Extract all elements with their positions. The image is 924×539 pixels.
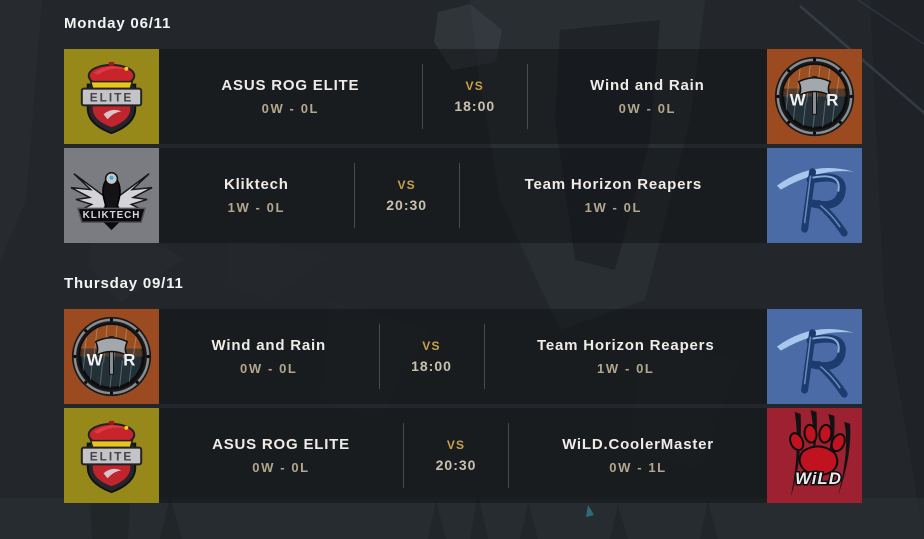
day-title: Thursday 09/11	[64, 275, 184, 292]
divider	[421, 64, 423, 129]
team-record: 1W - 0L	[584, 200, 643, 215]
team-record: 0W - 0L	[618, 101, 677, 116]
team-name: ASUS ROG ELITE	[221, 77, 360, 94]
match-row[interactable]: ASUS ROG ELITE 0W - 0L VS 20:30 WiLD.Coo…	[64, 408, 862, 503]
team-logo-asus-rog-elite[interactable]	[64, 408, 159, 503]
left-team: Kliktech 1W - 0L	[159, 148, 354, 243]
day-title: Monday 06/11	[64, 15, 172, 32]
schedule-day-section-thursday: Thursday 09/11 Wind and Rain 0W - 0L VS …	[64, 275, 924, 503]
team-name: Team Horizon Reapers	[524, 176, 703, 193]
divider	[526, 64, 528, 129]
match-time: 18:00	[454, 98, 496, 114]
team-logo-team-horizon-reapers[interactable]	[767, 148, 862, 243]
team-name: WiLD.CoolerMaster	[562, 436, 714, 453]
team-record: 0W - 0L	[261, 101, 320, 116]
team-name: Wind and Rain	[211, 337, 326, 354]
team-name: Kliktech	[223, 176, 289, 193]
team-logo-kliktech[interactable]	[64, 148, 159, 243]
match-row[interactable]: ASUS ROG ELITE 0W - 0L VS 18:00 Wind and…	[64, 49, 862, 144]
divider	[353, 163, 355, 228]
vs-label: VS	[465, 79, 484, 93]
left-team: ASUS ROG ELITE 0W - 0L	[159, 49, 422, 144]
match-row[interactable]: Kliktech 1W - 0L VS 20:30 Team Horizon R…	[64, 148, 862, 243]
team-record: 0W - 0L	[240, 361, 298, 376]
right-team: Wind and Rain 0W - 0L	[528, 49, 767, 144]
team-logo-team-horizon-reapers[interactable]	[767, 309, 862, 404]
team-logo-wind-and-rain[interactable]	[767, 49, 862, 144]
match-row[interactable]: Wind and Rain 0W - 0L VS 18:00 Team Hori…	[64, 309, 862, 404]
team-logo-asus-rog-elite[interactable]	[64, 49, 159, 144]
match-time: 18:00	[411, 358, 452, 374]
team-record: 0W - 1L	[609, 460, 667, 475]
divider	[403, 423, 405, 488]
team-name: ASUS ROG ELITE	[212, 436, 350, 453]
divider	[458, 163, 460, 228]
team-record: 1W - 0L	[227, 200, 286, 215]
match-time: 20:30	[435, 457, 477, 473]
schedule-day-section-monday: Monday 06/11 ASUS ROG ELITE 0W - 0L VS 1…	[64, 15, 924, 243]
right-team: Team Horizon Reapers 1W - 0L	[485, 309, 768, 404]
left-team: ASUS ROG ELITE 0W - 0L	[159, 408, 403, 503]
vs-column: VS 18:00	[378, 309, 485, 404]
divider	[378, 324, 380, 389]
vs-column: VS 20:30	[403, 408, 510, 503]
vs-label: VS	[422, 339, 441, 353]
divider	[508, 423, 510, 488]
divider	[483, 324, 485, 389]
vs-column: VS 20:30	[353, 148, 460, 243]
left-team: Wind and Rain 0W - 0L	[159, 309, 379, 404]
vs-label: VS	[397, 178, 416, 192]
right-team: WiLD.CoolerMaster 0W - 1L	[509, 408, 767, 503]
team-record: 0W - 0L	[252, 460, 310, 475]
team-logo-wind-and-rain[interactable]	[64, 309, 159, 404]
team-logo-wild-coolermaster[interactable]	[767, 408, 862, 503]
match-time: 20:30	[386, 197, 428, 213]
right-team: Team Horizon Reapers 1W - 0L	[460, 148, 767, 243]
team-name: Team Horizon Reapers	[537, 337, 715, 354]
vs-label: VS	[446, 438, 466, 452]
vs-column: VS 18:00	[421, 49, 528, 144]
team-name: Wind and Rain	[590, 77, 705, 94]
team-record: 1W - 0L	[597, 361, 655, 376]
